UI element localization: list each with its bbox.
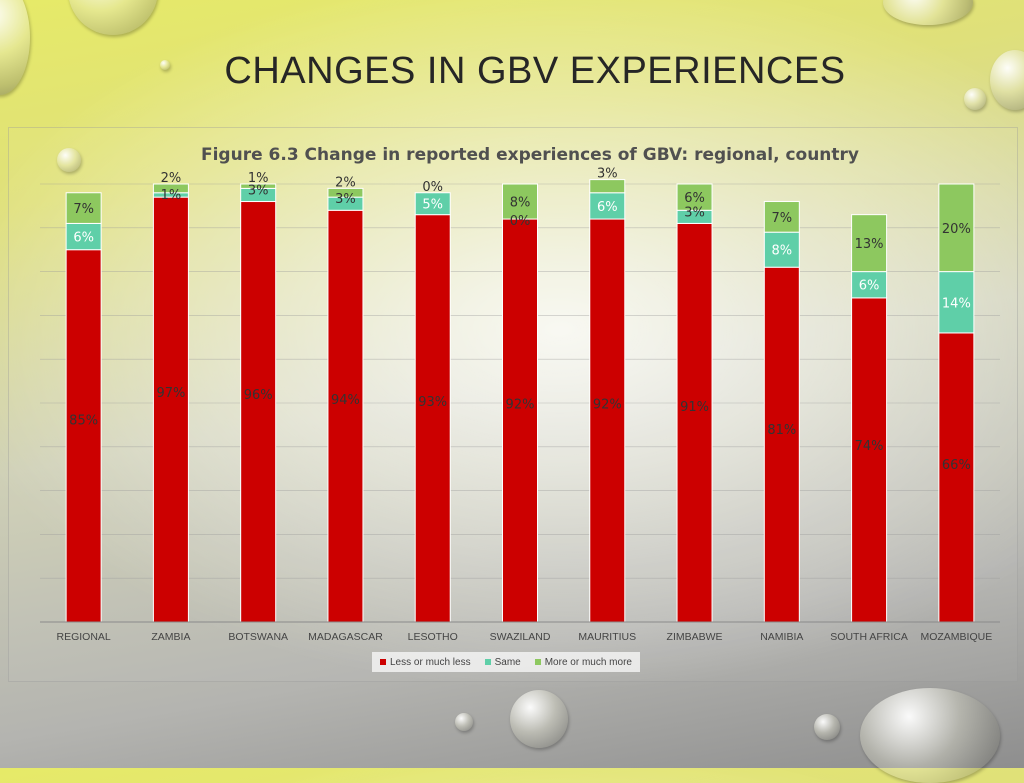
- data-label-less: 96%: [244, 388, 273, 403]
- data-label-less: 66%: [942, 458, 971, 473]
- bar-segment-more: [65, 192, 102, 224]
- bar-segment-more: [851, 214, 888, 273]
- bar-segment-less: [65, 249, 102, 623]
- data-label-more: 3%: [597, 167, 618, 182]
- water-drop-decoration: [510, 690, 568, 748]
- bar-segment-less: [851, 297, 888, 623]
- data-label-same: 6%: [73, 231, 94, 246]
- x-tick-label: SWAZILAND: [490, 631, 551, 643]
- x-tick-label: ZIMBABWE: [667, 631, 723, 643]
- data-label-more: 13%: [855, 237, 884, 252]
- data-label-more: 2%: [335, 175, 356, 190]
- bar-segment-same: [938, 271, 975, 334]
- slide-title: CHANGES IN GBV EXPERIENCES: [224, 50, 846, 92]
- bar-segment-more: [676, 183, 713, 211]
- data-label-same: 3%: [335, 192, 356, 207]
- water-drop-decoration: [814, 714, 840, 740]
- data-label-same: 3%: [248, 183, 269, 198]
- legend-item-less: Less or much less: [380, 657, 471, 668]
- legend-label-same: Same: [494, 656, 521, 668]
- bar-segment-less: [589, 218, 626, 623]
- bar-segment-more: [152, 183, 189, 194]
- data-label-less: 91%: [680, 400, 709, 415]
- bar-segment-less: [240, 201, 277, 623]
- water-drop-decoration: [990, 50, 1024, 110]
- data-label-more: 2%: [161, 171, 182, 186]
- water-drop-decoration: [57, 148, 81, 172]
- bar-segment-more: [240, 183, 277, 189]
- bar-segment-more: [938, 183, 975, 273]
- bar-segment-same: [851, 271, 888, 299]
- bar-segment-same: [65, 222, 102, 251]
- legend-swatch-less: [380, 659, 386, 665]
- bar-segment-less: [327, 209, 364, 623]
- data-label-same: 6%: [597, 200, 618, 215]
- water-drop-decoration: [455, 713, 473, 731]
- x-tick-label: REGIONAL: [57, 631, 111, 643]
- x-tick-label: NAMIBIA: [760, 631, 803, 643]
- data-label-more: 8%: [510, 196, 531, 211]
- data-label-same: 14%: [942, 296, 971, 311]
- chart-legend: Less or much less Same More or much more: [372, 652, 640, 672]
- bar-segment-less: [938, 332, 975, 623]
- data-label-same: 1%: [161, 188, 182, 203]
- data-label-less: 92%: [593, 397, 622, 412]
- x-tick-label: ZAMBIA: [151, 631, 190, 643]
- data-label-less: 93%: [418, 395, 447, 410]
- data-label-less: 81%: [767, 423, 796, 438]
- data-label-less: 97%: [156, 386, 185, 401]
- water-drop-decoration: [860, 688, 1000, 783]
- data-label-less: 85%: [69, 414, 98, 429]
- legend-item-same: Same: [484, 656, 521, 668]
- bar-segment-less: [414, 214, 451, 623]
- bar-segment-less: [676, 222, 713, 623]
- x-tick-label: SOUTH AFRICA: [830, 631, 908, 643]
- water-drop-decoration: [160, 60, 170, 70]
- data-label-same: 6%: [859, 279, 880, 294]
- bar-segment-more: [589, 179, 626, 194]
- bar-segment-more: [502, 183, 538, 220]
- data-label-more: 7%: [73, 202, 94, 217]
- data-label-more: 6%: [684, 191, 705, 206]
- legend-swatch-same: [484, 659, 491, 665]
- data-label-same: 3%: [684, 205, 705, 220]
- legend-label-more: More or much more: [544, 656, 632, 668]
- bar-segment-same: [414, 192, 451, 216]
- x-tick-label: LESOTHO: [408, 631, 458, 643]
- legend-label-less: Less or much less: [390, 656, 471, 668]
- data-label-less: 92%: [506, 397, 535, 412]
- chart-title: Figure 6.3 Change in reported experience…: [201, 145, 859, 165]
- x-tick-label: MOZAMBIQUE: [920, 631, 992, 643]
- bar-segment-more: [763, 201, 800, 233]
- data-label-less: 94%: [331, 393, 360, 408]
- legend-item-more: More or much more: [534, 656, 632, 668]
- bar-segment-same: [763, 231, 800, 268]
- data-label-less: 74%: [855, 439, 884, 454]
- x-tick-label: MADAGASCAR: [308, 631, 383, 643]
- bar-segment-less: [763, 266, 800, 623]
- x-tick-label: BOTSWANA: [228, 631, 288, 643]
- bar-segment-more: [327, 187, 364, 198]
- bar-segment-less: [502, 218, 538, 623]
- water-drop-decoration: [964, 88, 986, 110]
- data-label-more: 7%: [772, 211, 793, 226]
- data-label-same: 8%: [772, 244, 793, 259]
- legend-swatch-more: [534, 659, 541, 665]
- data-label-more: 1%: [248, 171, 269, 186]
- data-label-more: 20%: [942, 222, 971, 237]
- data-label-same: 5%: [422, 198, 443, 213]
- data-label-more: 0%: [422, 180, 443, 195]
- x-tick-label: MAURITIUS: [578, 631, 636, 643]
- data-label-same: 0%: [510, 214, 531, 229]
- bar-segment-less: [152, 196, 189, 623]
